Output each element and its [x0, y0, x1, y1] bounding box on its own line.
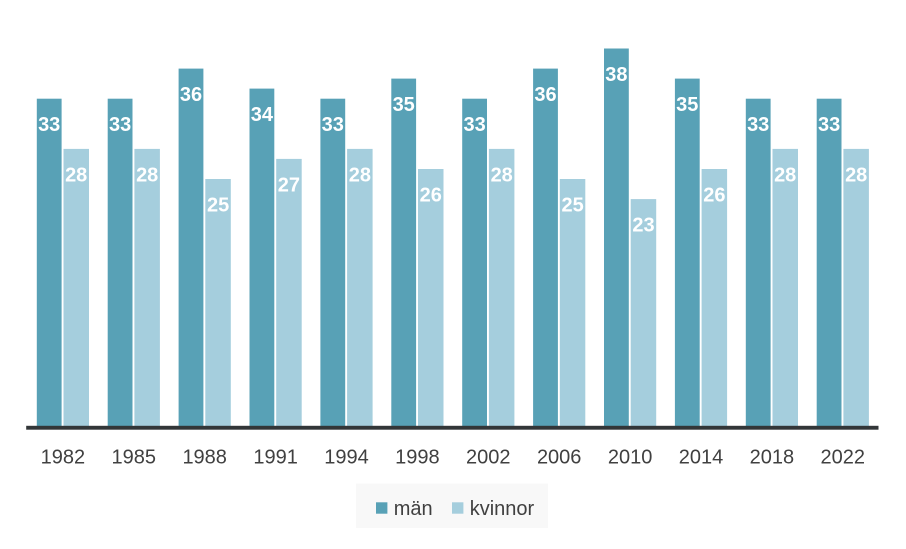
- svg-text:2014: 2014: [679, 447, 724, 469]
- svg-text:38: 38: [605, 64, 627, 86]
- svg-text:2018: 2018: [750, 447, 795, 469]
- svg-text:män: män: [394, 498, 433, 520]
- svg-text:1982: 1982: [41, 447, 86, 469]
- svg-text:33: 33: [109, 114, 131, 136]
- svg-text:2010: 2010: [608, 447, 653, 469]
- svg-text:25: 25: [561, 195, 583, 217]
- svg-text:35: 35: [676, 94, 698, 116]
- svg-text:26: 26: [703, 185, 725, 207]
- svg-text:28: 28: [845, 164, 867, 186]
- svg-text:2002: 2002: [466, 447, 511, 469]
- svg-text:34: 34: [251, 104, 274, 126]
- svg-text:1985: 1985: [112, 447, 157, 469]
- svg-text:36: 36: [180, 84, 202, 106]
- svg-text:1991: 1991: [253, 447, 298, 469]
- svg-text:28: 28: [491, 164, 513, 186]
- svg-text:33: 33: [38, 114, 60, 136]
- svg-text:28: 28: [349, 164, 371, 186]
- svg-text:26: 26: [420, 185, 442, 207]
- svg-text:1988: 1988: [182, 447, 227, 469]
- svg-text:25: 25: [207, 195, 229, 217]
- svg-text:27: 27: [278, 174, 300, 196]
- svg-text:1994: 1994: [324, 447, 369, 469]
- svg-text:2006: 2006: [537, 447, 582, 469]
- svg-text:28: 28: [65, 164, 87, 186]
- svg-text:33: 33: [818, 114, 840, 136]
- svg-text:2022: 2022: [821, 447, 866, 469]
- svg-text:1998: 1998: [395, 447, 440, 469]
- svg-text:35: 35: [393, 94, 415, 116]
- svg-text:28: 28: [136, 164, 158, 186]
- svg-text:kvinnor: kvinnor: [470, 498, 535, 520]
- svg-text:33: 33: [322, 114, 344, 136]
- svg-text:23: 23: [632, 215, 654, 237]
- svg-text:33: 33: [463, 114, 485, 136]
- svg-text:33: 33: [747, 114, 769, 136]
- svg-text:28: 28: [774, 164, 796, 186]
- svg-text:36: 36: [534, 84, 556, 106]
